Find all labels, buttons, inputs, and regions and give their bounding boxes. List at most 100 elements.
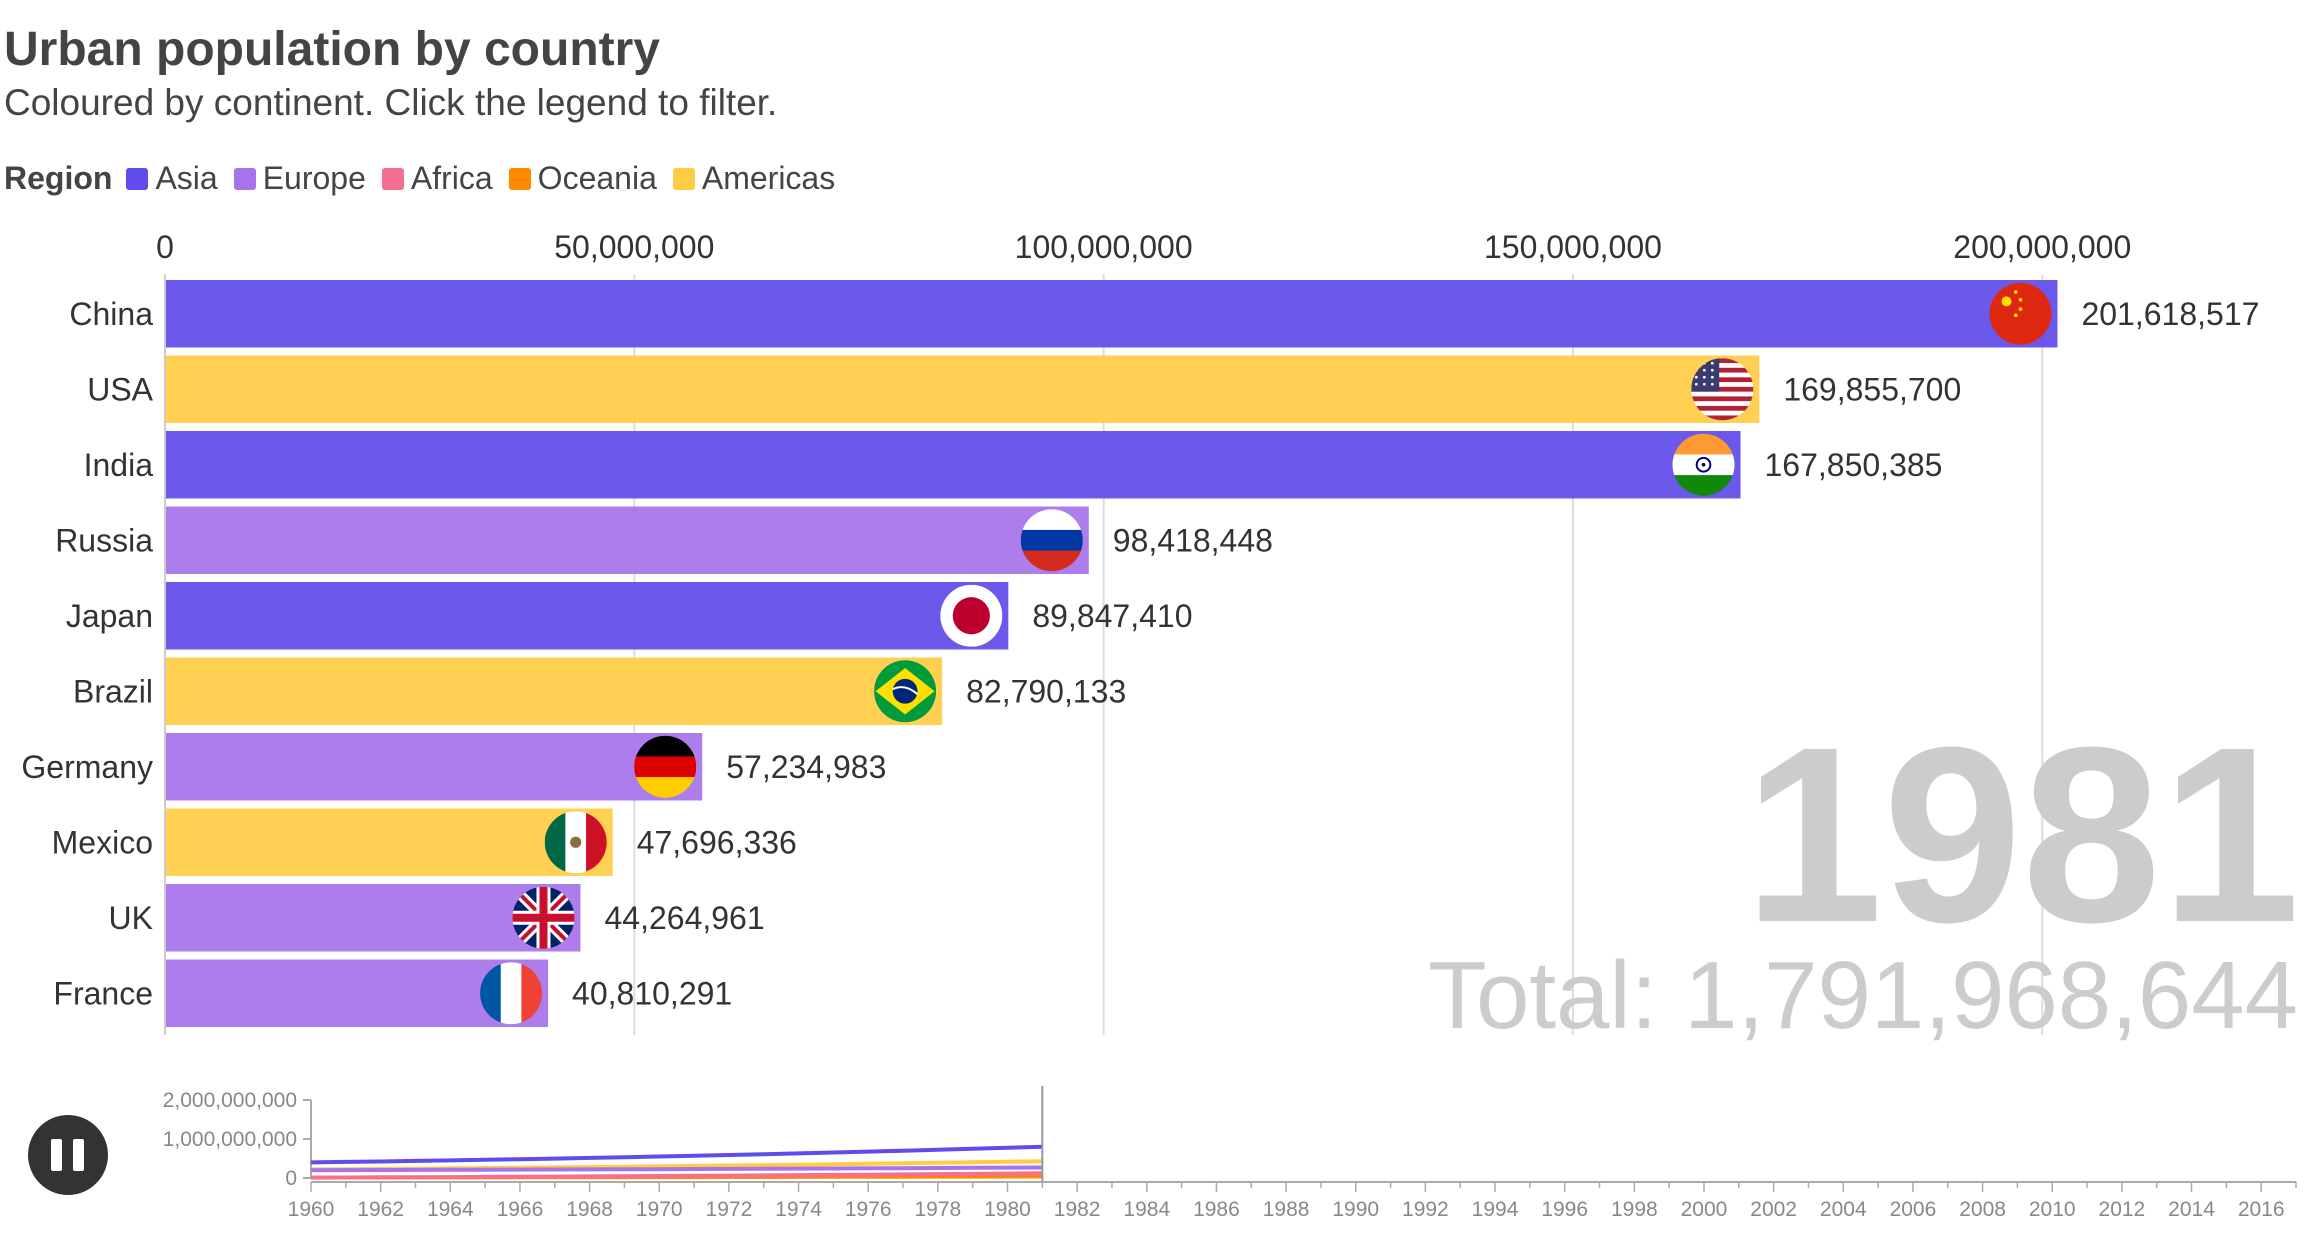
legend-label-africa: Africa [410, 160, 493, 196]
category-label: Mexico [52, 824, 153, 860]
bar-mexico[interactable] [165, 808, 613, 877]
mexico-flag-icon [544, 811, 607, 874]
timeline-x-label: 1994 [1472, 1198, 1519, 1221]
timeline-x-label: 1978 [914, 1198, 961, 1221]
legend-swatch-americas [672, 167, 695, 190]
brazil-flag-icon [874, 660, 937, 723]
x-tick-label: 200,000,000 [1953, 229, 2131, 265]
x-tick-label: 150,000,000 [1484, 229, 1662, 265]
timeline-x-label: 2006 [1890, 1198, 1937, 1221]
usa-flag-icon [1691, 358, 1754, 421]
legend-title: Region [4, 160, 113, 196]
timeline-y-label: 0 [285, 1167, 297, 1190]
total-population-label: Total: 1,791,968,644 [1427, 942, 2298, 1049]
category-label: Russia [55, 522, 153, 558]
timeline-series-africa [310, 1171, 1043, 1180]
category-label: Japan [66, 598, 153, 634]
legend: Region Asia Europe Africa Oceania Americ… [4, 160, 851, 197]
timeline-x-label: 1966 [497, 1198, 544, 1221]
category-label: India [84, 447, 154, 483]
timeline-x-label: 2008 [1959, 1198, 2006, 1221]
value-label: 57,234,983 [726, 749, 886, 785]
value-label: 82,790,133 [966, 673, 1126, 709]
timeline-x-label: 1968 [566, 1198, 613, 1221]
bar-uk[interactable] [165, 884, 581, 952]
value-label: 169,855,700 [1783, 371, 1961, 407]
china-flag-icon [1989, 282, 2052, 345]
category-label: UK [109, 900, 153, 936]
timeline-x-label: 2012 [2099, 1198, 2146, 1221]
current-year-label: 1981 [1743, 695, 2300, 974]
legend-label-oceania: Oceania [537, 160, 657, 196]
legend-swatch-asia [126, 167, 149, 190]
category-label: Brazil [73, 673, 153, 709]
timeline-x-label: 1964 [427, 1198, 474, 1221]
legend-swatch-africa [381, 167, 404, 190]
legend-label-asia: Asia [155, 160, 218, 196]
pause-icon-right [73, 1139, 84, 1171]
legend-label-americas: Americas [701, 160, 836, 196]
category-label: USA [87, 371, 153, 407]
japan-flag-icon [940, 584, 1003, 647]
value-label: 47,696,336 [637, 824, 797, 860]
timeline-x-label: 1988 [1263, 1198, 1310, 1221]
timeline-x-label: 1972 [706, 1198, 753, 1221]
legend-item-asia[interactable]: Asia [126, 160, 218, 197]
legend-swatch-oceania [508, 167, 531, 190]
value-label: 201,618,517 [2081, 296, 2259, 332]
timeline-x-label: 2010 [2029, 1198, 2076, 1221]
timeline-chart[interactable]: 2,000,000,000 1,000,000,000 0 1960 1962 1964 1… [0, 1080, 2314, 1236]
category-label: China [69, 296, 153, 332]
timeline-x-label: 2016 [2238, 1198, 2285, 1221]
value-label: 167,850,385 [1765, 447, 1943, 483]
timeline-x-label: 1982 [1054, 1198, 1101, 1221]
timeline-x-label: 1962 [357, 1198, 404, 1221]
chart-title: Urban population by country [4, 23, 660, 76]
timeline-x-label: 1986 [1193, 1198, 1240, 1221]
category-label: Germany [21, 749, 153, 785]
value-label: 98,418,448 [1113, 522, 1273, 558]
legend-item-africa[interactable]: Africa [381, 160, 493, 197]
legend-item-europe[interactable]: Europe [233, 160, 366, 197]
value-label: 89,847,410 [1032, 598, 1192, 634]
timeline-x-label: 2002 [1750, 1198, 1797, 1221]
x-tick-label: 50,000,000 [554, 229, 714, 265]
france-flag-icon [480, 962, 543, 1025]
bar-russia[interactable] [165, 506, 1089, 575]
timeline-x-label: 2000 [1681, 1198, 1728, 1221]
timeline-x-label: 1970 [636, 1198, 683, 1221]
timeline-series-asia [310, 1144, 1043, 1165]
timeline-y-label: 2,000,000,000 [163, 1089, 297, 1112]
bar-germany[interactable] [165, 733, 703, 801]
timeline-x-label: 1980 [984, 1198, 1031, 1221]
russia-flag-icon [1020, 509, 1083, 572]
bar-india[interactable] [165, 431, 1741, 499]
timeline-x-label: 1974 [775, 1198, 822, 1221]
pause-icon [51, 1139, 62, 1171]
bar-brazil[interactable] [165, 657, 943, 726]
bar-japan[interactable] [165, 582, 1009, 650]
chart-subtitle: Coloured by continent. Click the legend … [4, 82, 778, 123]
bar-usa[interactable] [165, 355, 1760, 424]
pause-button[interactable] [28, 1115, 108, 1195]
timeline-x-label: 1960 [288, 1198, 335, 1221]
timeline-y-label: 1,000,000,000 [163, 1128, 297, 1151]
uk-flag-icon [512, 886, 575, 949]
bar-china[interactable] [165, 280, 2058, 348]
timeline-x-label: 1992 [1402, 1198, 1449, 1221]
timeline-x-label: 1998 [1611, 1198, 1658, 1221]
legend-label-europe: Europe [262, 160, 366, 196]
legend-item-americas[interactable]: Americas [672, 160, 836, 197]
legend-item-oceania[interactable]: Oceania [508, 160, 657, 197]
timeline-x-label: 1990 [1332, 1198, 1379, 1221]
bar-chart: 0 50,000,000 100,000,000 150,000,000 200,000… [21, 229, 2259, 1035]
timeline-x-label: 1976 [845, 1198, 892, 1221]
category-label: France [53, 975, 153, 1011]
legend-swatch-europe [233, 167, 256, 190]
india-flag-icon [1672, 433, 1735, 496]
timeline-x-label: 1996 [1541, 1198, 1588, 1221]
x-tick-label: 100,000,000 [1015, 229, 1193, 265]
timeline-x-label: 1984 [1123, 1198, 1170, 1221]
value-label: 44,264,961 [604, 900, 764, 936]
timeline-x-label: 2014 [2168, 1198, 2215, 1221]
